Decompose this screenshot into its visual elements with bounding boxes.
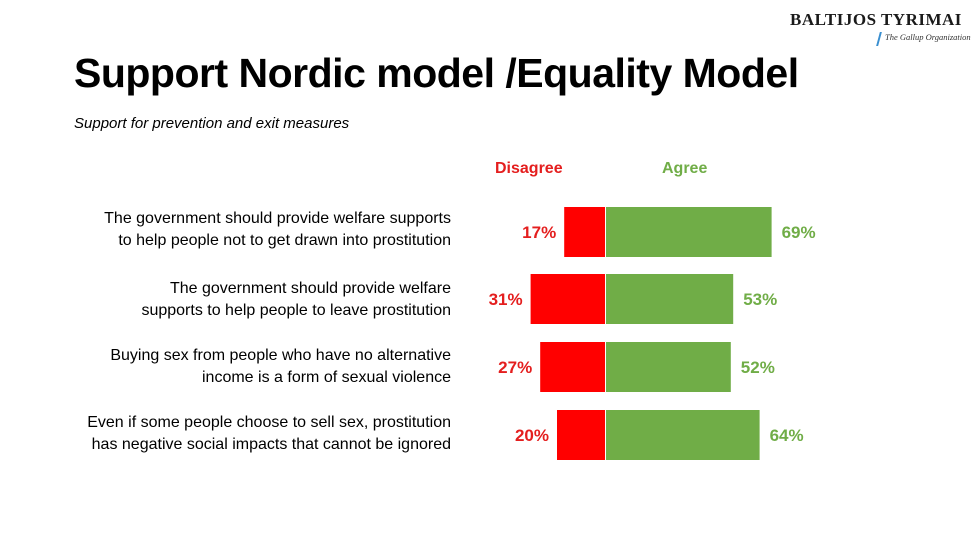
row-label-4: Even if some people choose to sell sex, … xyxy=(31,412,451,456)
brand-name: BALTIJOS TYRIMAI xyxy=(790,10,962,29)
disagree-bar xyxy=(540,342,605,392)
slide-subtitle: Support for prevention and exit measures xyxy=(74,115,350,132)
row-label-line: The government should provide welfare xyxy=(169,280,451,297)
row-label-1: The government should provide welfare su… xyxy=(31,208,451,252)
agree-bar xyxy=(606,207,772,257)
disagree-value-label: 20% xyxy=(515,426,549,445)
row-label-3: Buying sex from people who have no alter… xyxy=(31,345,451,389)
row-label-2: The government should provide welfare su… xyxy=(31,278,451,322)
agree-value-label: 64% xyxy=(770,426,804,445)
row-label-line: to help people not to get drawn into pro… xyxy=(118,232,451,249)
disagree-value-label: 27% xyxy=(498,358,532,377)
row-label-line: supports to help people to leave prostit… xyxy=(141,302,451,319)
brand-tagline: The Gallup Organization xyxy=(885,32,971,42)
row-label-line: income is a form of sexual violence xyxy=(202,369,451,386)
brand-logo: BALTIJOS TYRIMAI The Gallup Organization xyxy=(790,10,975,48)
row-label-line: Buying sex from people who have no alter… xyxy=(110,347,451,364)
slide-title: Support Nordic model /Equality Model xyxy=(74,50,799,96)
disagree-bar xyxy=(564,207,605,257)
agree-header: Agree xyxy=(662,160,708,177)
row-label-line: The government should provide welfare su… xyxy=(104,210,451,227)
disagree-value-label: 17% xyxy=(522,223,556,242)
disagree-header: Disagree xyxy=(495,160,563,177)
disagree-value-label: 31% xyxy=(489,290,523,309)
row-label-line: Even if some people choose to sell sex, … xyxy=(87,414,451,431)
row-label-line: has negative social impacts that cannot … xyxy=(91,436,451,453)
agree-bar xyxy=(606,274,734,324)
agree-bar xyxy=(606,342,731,392)
agree-value-label: 53% xyxy=(743,290,777,309)
disagree-bar xyxy=(557,410,605,460)
agree-value-label: 69% xyxy=(782,223,816,242)
agree-value-label: 52% xyxy=(741,358,775,377)
disagree-bar xyxy=(530,274,605,324)
agree-bar xyxy=(606,410,760,460)
